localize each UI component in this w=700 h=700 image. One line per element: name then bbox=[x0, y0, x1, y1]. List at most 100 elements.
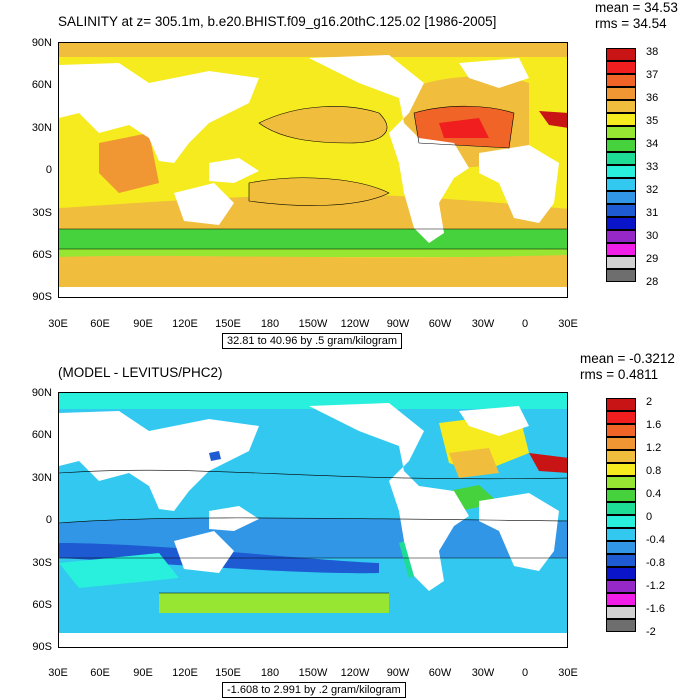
colorbar-label: 1.2 bbox=[646, 442, 662, 454]
southern-positive-band bbox=[159, 593, 389, 613]
colorbar-label: 38 bbox=[646, 46, 659, 58]
colorbar-swatch bbox=[606, 152, 636, 165]
southern-ocean-green bbox=[59, 229, 567, 249]
australia-land bbox=[174, 531, 234, 573]
greenland-land bbox=[459, 406, 529, 436]
colorbar-swatch bbox=[606, 113, 636, 126]
colorbar-swatch bbox=[606, 178, 636, 191]
colorbar-swatch bbox=[606, 580, 636, 593]
panel2-rms: rms = 0.4811 bbox=[580, 367, 659, 382]
lon-label: 120E bbox=[172, 667, 198, 679]
panel1-mean: mean = 34.53 bbox=[595, 0, 678, 15]
red-sea-diff bbox=[529, 453, 567, 473]
lon-label: 180 bbox=[260, 667, 280, 679]
lon-label: 60W bbox=[428, 667, 452, 679]
panel1-rms: rms = 34.54 bbox=[595, 16, 667, 31]
contour-line bbox=[59, 469, 567, 480]
colorbar-swatch bbox=[606, 619, 636, 632]
colorbar-swatch bbox=[606, 476, 636, 489]
arctic-band bbox=[59, 43, 567, 57]
colorbar-swatch bbox=[606, 515, 636, 528]
lon-label: 0 bbox=[521, 667, 529, 679]
colorbar-swatch bbox=[606, 398, 636, 411]
colorbar-swatch bbox=[606, 256, 636, 269]
contour-line bbox=[248, 177, 390, 206]
contour-line bbox=[59, 517, 567, 524]
lat-label: 30S bbox=[32, 557, 52, 569]
colorbar-label: -2 bbox=[646, 626, 656, 638]
panel2-map-svg bbox=[59, 393, 567, 647]
panel1-map-svg bbox=[59, 43, 567, 297]
colorbar-swatch bbox=[606, 411, 636, 424]
colorbar-label: 34 bbox=[646, 138, 659, 150]
lon-label: 0 bbox=[521, 318, 529, 330]
lon-label: 120W bbox=[340, 318, 370, 330]
north-pacific-high bbox=[259, 106, 388, 143]
colorbar-label: 29 bbox=[646, 253, 659, 265]
lon-label: 90W bbox=[386, 318, 410, 330]
colorbar-label: 35 bbox=[646, 115, 659, 127]
lat-label: 60S bbox=[32, 249, 52, 261]
colorbar-swatch bbox=[606, 567, 636, 580]
arabian-sea-high bbox=[99, 133, 159, 193]
panel1-map bbox=[58, 42, 568, 298]
colorbar-swatch bbox=[606, 48, 636, 61]
lon-label: 180 bbox=[260, 318, 280, 330]
colorbar-label: 0 bbox=[646, 511, 653, 523]
lat-label: 90S bbox=[32, 291, 52, 303]
lon-label: 150E bbox=[215, 667, 241, 679]
north-atlantic-positive-core bbox=[449, 448, 499, 478]
colorbar-label: -1.2 bbox=[646, 580, 665, 592]
colorbar-label: 1.6 bbox=[646, 419, 662, 431]
lat-label: 30N bbox=[31, 122, 52, 134]
colorbar-swatch bbox=[606, 528, 636, 541]
colorbar-swatch bbox=[606, 502, 636, 515]
colorbar-label: 36 bbox=[646, 92, 659, 104]
antarctica-land bbox=[59, 291, 567, 297]
greenland-land bbox=[459, 58, 529, 88]
colorbar-label: -1.6 bbox=[646, 603, 665, 615]
colorbar-swatch bbox=[606, 191, 636, 204]
japan-sea-patch bbox=[209, 451, 221, 461]
lat-label: 60S bbox=[32, 599, 52, 611]
indian-ocean-patch bbox=[59, 553, 179, 588]
colorbar-swatch bbox=[606, 126, 636, 139]
med-outflow bbox=[439, 118, 489, 138]
lon-label: 30E bbox=[48, 667, 68, 679]
lat-label: 0 bbox=[45, 164, 52, 176]
colorbar-label: 0.8 bbox=[646, 465, 662, 477]
colorbar-swatch bbox=[606, 165, 636, 178]
red-sea-core bbox=[539, 111, 567, 128]
australia-land bbox=[174, 183, 234, 225]
eurasia-land bbox=[59, 411, 259, 511]
colorbar-swatch bbox=[606, 243, 636, 256]
colorbar-swatch bbox=[606, 489, 636, 502]
colorbar-label: 30 bbox=[646, 230, 659, 242]
lon-label: 90E bbox=[133, 667, 153, 679]
lat-label: 30N bbox=[31, 472, 52, 484]
panel2-map bbox=[58, 392, 568, 648]
lon-label: 90W bbox=[386, 667, 410, 679]
antarctic-band bbox=[59, 255, 567, 287]
eurasia-land bbox=[59, 63, 259, 163]
colorbar-swatch bbox=[606, 87, 636, 100]
lat-label: 60N bbox=[31, 79, 52, 91]
lat-label: 0 bbox=[45, 514, 52, 526]
colorbar-swatch bbox=[606, 230, 636, 243]
colorbar-swatch bbox=[606, 204, 636, 217]
africa-land bbox=[479, 145, 559, 223]
colorbar-label: 0.4 bbox=[646, 488, 662, 500]
lon-label: 30W bbox=[471, 318, 495, 330]
arctic-band bbox=[59, 393, 567, 409]
colorbar-swatch bbox=[606, 424, 636, 437]
colorbar-label: 37 bbox=[646, 69, 659, 81]
colorbar-swatch bbox=[606, 541, 636, 554]
colorbar-swatch bbox=[606, 463, 636, 476]
panel2-title: (MODEL - LEVITUS/PHC2) bbox=[58, 365, 223, 380]
colorbar-swatch bbox=[606, 437, 636, 450]
lat-label: 30S bbox=[32, 207, 52, 219]
panel2-mean: mean = -0.3212 bbox=[580, 351, 675, 366]
colorbar-label: 31 bbox=[646, 207, 659, 219]
lon-label: 150W bbox=[298, 318, 328, 330]
lon-label: 30E bbox=[48, 318, 68, 330]
